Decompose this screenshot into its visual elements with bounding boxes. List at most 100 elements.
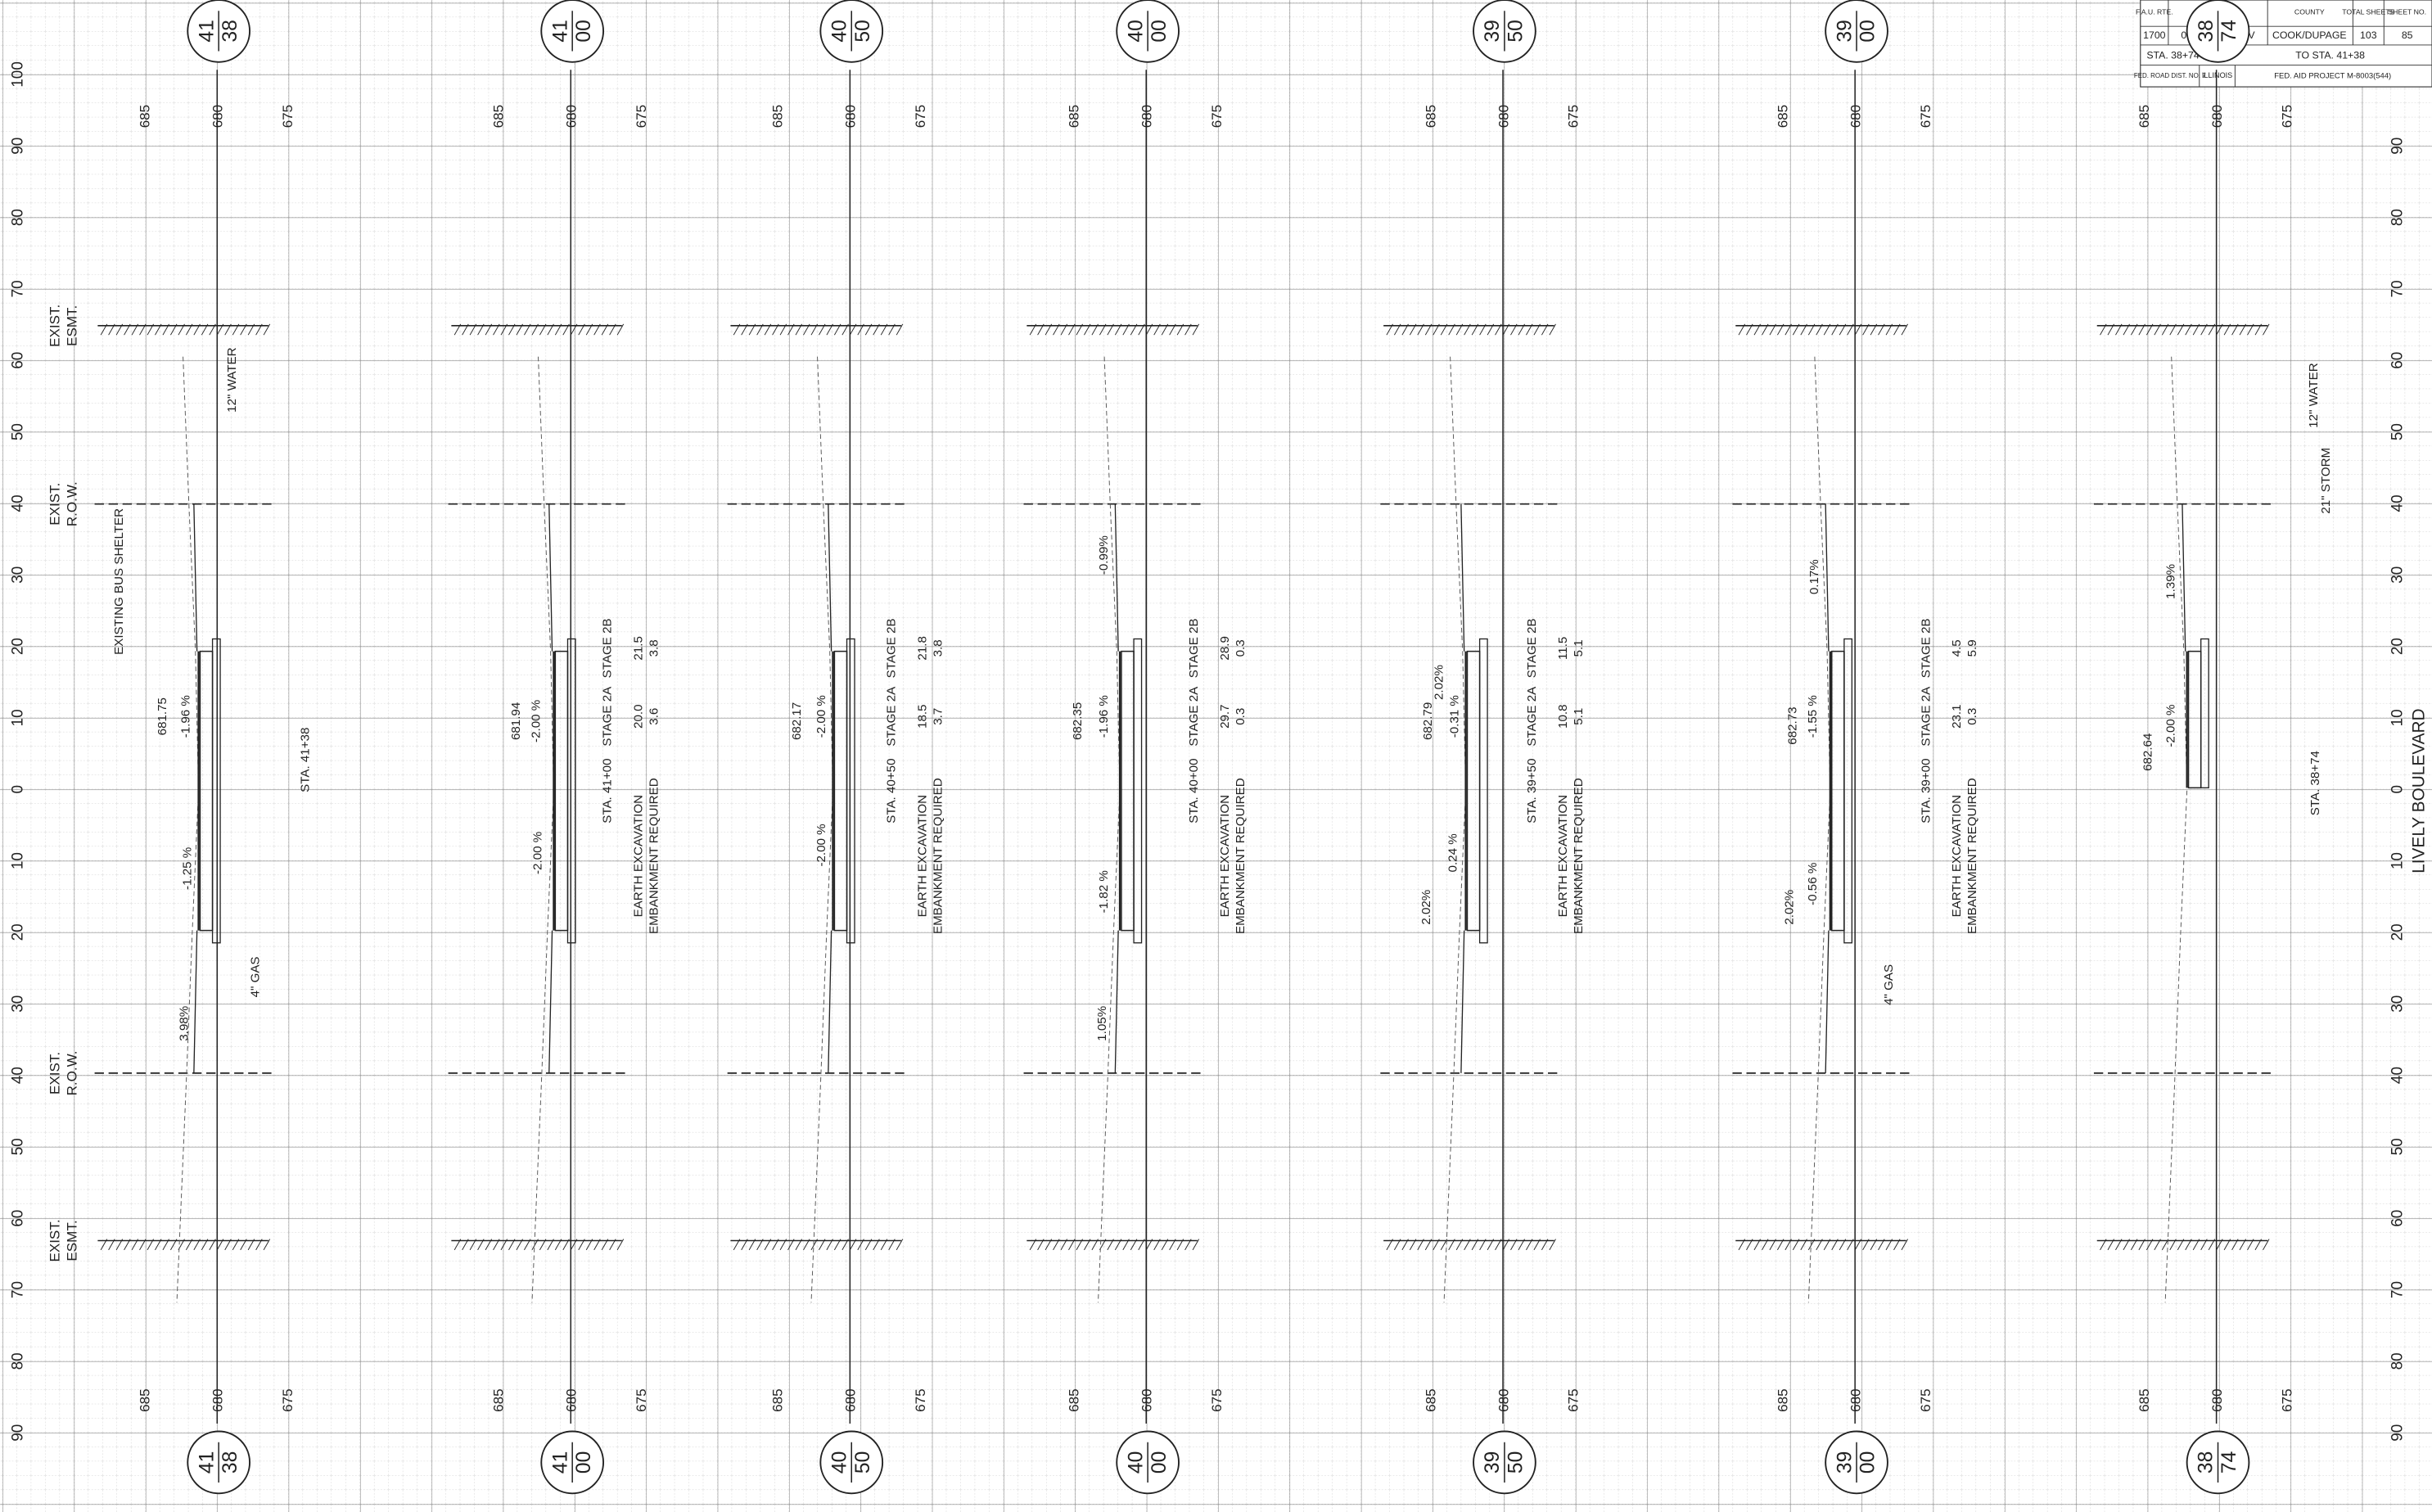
title-block-value: 1700: [2143, 29, 2166, 41]
easement-hatch: [819, 323, 826, 336]
title-block-value: COOK/DUPAGE: [2272, 29, 2347, 41]
annotation: 0.17%: [1807, 559, 1821, 594]
easement-hatch: [2263, 323, 2270, 336]
station-number: 50: [1505, 20, 1527, 42]
title-block-state: ILLINOIS: [2202, 71, 2232, 79]
curb: [1478, 638, 1488, 944]
easement-hatch: [2154, 1239, 2161, 1251]
existing-ground: [2164, 356, 2188, 1303]
easement-hatch: [1122, 1239, 1130, 1251]
easement-hatch: [795, 1239, 803, 1251]
easement-hatch: [232, 323, 240, 336]
easement-hatch: [1424, 1239, 1433, 1251]
earthwork-value: 20.0: [632, 704, 646, 728]
easement-hatch: [1393, 1239, 1401, 1251]
station-number: 40: [1125, 20, 1147, 42]
elevation-label: 680: [210, 1388, 226, 1411]
easement-hatch: [493, 1239, 500, 1251]
easement-hatch: [131, 323, 139, 336]
easement-hatch: [1107, 323, 1114, 336]
station-number: 38: [219, 1451, 241, 1474]
easement-hatch: [209, 323, 216, 336]
elevation-label: 680: [2209, 105, 2225, 128]
easement-hatch: [1800, 1239, 1807, 1251]
easement-hatch: [779, 1239, 787, 1251]
easement-hatch: [2131, 323, 2138, 336]
elevation-label: 675: [1209, 105, 1225, 128]
easement-hatch: [508, 323, 516, 336]
easement-hatch: [2263, 1239, 2270, 1251]
stage-header: STAGE 2B: [1187, 618, 1201, 678]
elevation-label: 680: [1139, 105, 1155, 128]
offset-label: 90: [2389, 1424, 2406, 1442]
annotation: -1.96 %: [178, 695, 192, 738]
earthwork-item: EARTH EXCAVATION: [1218, 795, 1232, 917]
elevation-label: 685: [1067, 1388, 1082, 1411]
easement-hatch: [1885, 1239, 1893, 1251]
easement-hatch: [1769, 1239, 1776, 1251]
earthwork-value: 23.1: [1950, 704, 1964, 728]
elevation-label: 685: [770, 1388, 786, 1411]
easement-hatch: [240, 1239, 247, 1251]
title-block-header: TOTAL SHEETS: [2342, 7, 2394, 16]
elevation-label: 685: [1423, 1388, 1438, 1411]
easement-hatch: [1192, 1239, 1200, 1251]
offset-label: 70: [2389, 280, 2406, 297]
easement-hatch: [880, 323, 888, 336]
station-number: 50: [852, 20, 874, 42]
easement-hatch: [147, 323, 154, 336]
easement-hatch: [1091, 323, 1099, 336]
earthwork-item: EMBANKMENT REQUIRED: [647, 778, 661, 934]
road-name: LIVELY BOULEVARD: [2409, 708, 2428, 873]
offset-label: 50: [2389, 1138, 2406, 1155]
easement-hatch: [1854, 1239, 1862, 1251]
elevation-label: 675: [913, 1388, 928, 1411]
station-number: 40: [828, 20, 851, 42]
offset-label: 20: [10, 923, 27, 941]
easement-hatch: [1114, 323, 1122, 336]
easement-hatch: [115, 323, 124, 336]
easement-hatch: [1847, 323, 1854, 336]
easement-hatch: [462, 1239, 469, 1251]
easement-hatch: [547, 1239, 554, 1251]
easement-hatch: [139, 323, 147, 336]
offset-label: 70: [10, 280, 27, 297]
earthwork-value: 5.9: [1965, 639, 1979, 657]
easement-hatch: [539, 323, 547, 336]
easement-hatch: [178, 323, 185, 336]
boundary-note: R.O.W.: [65, 481, 80, 526]
easement-hatch: [1816, 323, 1823, 336]
easement-hatch: [896, 323, 904, 336]
easement-hatch: [2231, 1239, 2239, 1251]
easement-hatch: [2192, 1239, 2200, 1251]
elevation-label: 675: [1918, 105, 1933, 128]
easement-hatch: [100, 323, 108, 336]
offset-label: 0: [2389, 785, 2406, 794]
easement-hatch: [1807, 1239, 1816, 1251]
earthwork-value: 0.3: [1234, 708, 1248, 725]
station-number: 00: [573, 20, 595, 42]
earthwork-item: EMBANKMENT REQUIRED: [1965, 778, 1979, 934]
easement-hatch: [1471, 323, 1479, 336]
earthwork-item: EMBANKMENT REQUIRED: [1572, 778, 1586, 934]
easement-hatch: [1417, 323, 1424, 336]
parkway-slope: [193, 503, 198, 652]
easement-hatch: [1776, 323, 1785, 336]
earthwork-value: 11.5: [1556, 637, 1570, 660]
easement-hatch: [232, 1239, 240, 1251]
stage-header: STAGE 2A: [1919, 686, 1933, 747]
easement-hatch: [1386, 323, 1393, 336]
easement-hatch: [1409, 323, 1417, 336]
easement-hatch: [826, 1239, 833, 1251]
elevation-label: 680: [1848, 105, 1864, 128]
easement-hatch: [1502, 323, 1510, 336]
easement-hatch: [1068, 1239, 1076, 1251]
easement-hatch: [2115, 323, 2123, 336]
easement-hatch: [1464, 1239, 1471, 1251]
easement-hatch: [2177, 323, 2185, 336]
annotation: 682.73: [1785, 706, 1799, 744]
offset-label: 80: [10, 1352, 27, 1370]
easement-hatch: [803, 323, 810, 336]
easement-hatch: [1045, 323, 1053, 336]
easement-hatch: [516, 323, 523, 336]
